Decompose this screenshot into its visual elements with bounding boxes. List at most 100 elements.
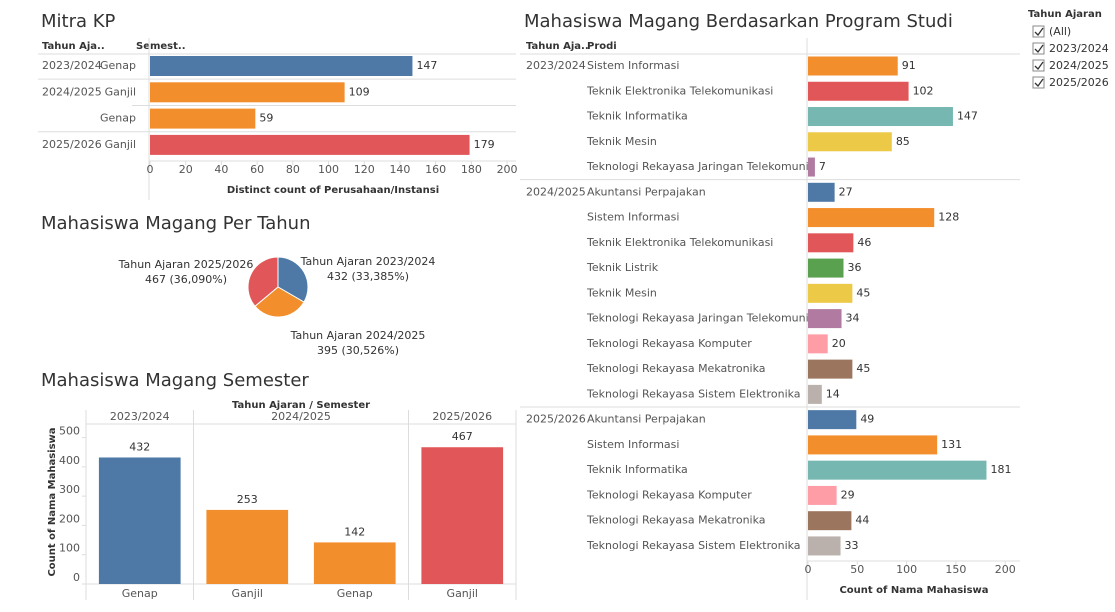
group-label: 2023/2024 <box>110 410 170 423</box>
bar <box>808 233 854 253</box>
x-axis-label: Count of Nama Mahasiswa <box>839 585 988 596</box>
category-label: Genap <box>100 112 136 125</box>
slice-value: 395 (30,526%) <box>317 344 399 357</box>
x-axis-label: Distinct count of Perusahaan/Instansi <box>227 185 439 196</box>
group-label: 2025/2026 <box>42 138 102 151</box>
bar <box>150 82 345 103</box>
chart-title: Mahasiswa Magang Per Tahun <box>41 213 310 234</box>
value-label: 131 <box>941 438 962 451</box>
bar <box>808 511 852 531</box>
value-label: 44 <box>855 514 869 527</box>
column-header: Tahun Ajaran / Semester <box>232 400 370 411</box>
bar <box>313 542 396 584</box>
value-label: 128 <box>938 211 959 224</box>
x-tick-label: 80 <box>286 163 300 176</box>
category-label: Ganjil <box>105 138 136 151</box>
category-label: Teknik Elektronika Telekomunikasi <box>586 84 773 97</box>
bar <box>808 460 987 480</box>
x-tick-label: Genap <box>337 587 373 600</box>
checkbox[interactable] <box>1032 59 1045 72</box>
y-tick-label: 500 <box>59 425 80 438</box>
slice-label: Tahun Ajaran 2025/2026 <box>118 258 254 271</box>
checkmark <box>1034 78 1044 88</box>
value-label: 147 <box>416 59 437 72</box>
column-header: Tahun Aja.. <box>526 41 589 52</box>
value-label: 7 <box>819 160 826 173</box>
category-label: Sistem Informasi <box>587 211 679 224</box>
x-tick-label: 140 <box>389 163 410 176</box>
bar <box>808 536 841 556</box>
y-tick-label: 200 <box>59 512 80 525</box>
checkmark <box>1034 44 1044 54</box>
filter-item[interactable]: (All) <box>1049 25 1071 38</box>
category-label: Teknologi Rekayasa Jaringan Telekomuni.. <box>586 312 816 325</box>
slice-label: Tahun Ajaran 2023/2024 <box>300 255 436 268</box>
checkmark <box>1034 27 1044 37</box>
category-label: Ganjil <box>105 85 136 98</box>
bar <box>808 208 935 228</box>
x-tick-label: 200 <box>497 163 518 176</box>
value-label: 85 <box>896 135 910 148</box>
value-label: 59 <box>259 112 273 125</box>
x-tick-label: 100 <box>318 163 339 176</box>
value-label: 45 <box>856 286 870 299</box>
category-label: Teknologi Rekayasa Sistem Elektronika <box>586 387 801 400</box>
y-tick-label: 100 <box>59 542 80 555</box>
x-tick-label: 160 <box>425 163 446 176</box>
chart-title: Mitra KP <box>41 11 116 32</box>
x-tick-label: 200 <box>995 563 1016 576</box>
x-tick-label: 0 <box>147 163 154 176</box>
x-tick-label: 100 <box>896 563 917 576</box>
bar <box>808 309 842 329</box>
checkbox[interactable] <box>1032 76 1045 89</box>
filter-item[interactable]: 2023/2024 <box>1049 42 1109 55</box>
group-label: 2024/2025 <box>42 85 102 98</box>
bar <box>98 457 181 584</box>
column-header: Tahun Aja.. <box>42 41 105 52</box>
value-label: 432 <box>129 440 150 453</box>
bar <box>808 359 853 379</box>
category-label: Teknik Mesin <box>586 286 657 299</box>
bar <box>808 334 828 354</box>
bar <box>808 410 857 430</box>
value-label: 147 <box>957 110 978 123</box>
bar <box>808 435 938 455</box>
filter-item[interactable]: 2024/2025 <box>1049 59 1109 72</box>
bar <box>206 509 289 584</box>
chart-title: Mahasiswa Magang Semester <box>41 370 309 391</box>
x-tick-label: 60 <box>250 163 264 176</box>
y-tick-label: 300 <box>59 483 80 496</box>
value-label: 33 <box>845 539 859 552</box>
category-label: Teknologi Rekayasa Mekatronika <box>586 514 766 527</box>
value-label: 14 <box>826 387 840 400</box>
value-label: 91 <box>902 59 916 72</box>
checkmark <box>1034 61 1044 71</box>
slice-value: 432 (33,385%) <box>327 270 409 283</box>
x-tick-label: Ganjil <box>447 587 478 600</box>
value-label: 27 <box>839 185 853 198</box>
group-label: 2023/2024 <box>526 59 586 72</box>
filter-item[interactable]: 2025/2026 <box>1049 76 1109 89</box>
category-label: Teknologi Rekayasa Komputer <box>586 488 752 501</box>
slice-value: 467 (36,090%) <box>145 273 227 286</box>
x-tick-label: 50 <box>850 563 864 576</box>
x-tick-label: 40 <box>214 163 228 176</box>
bar <box>808 182 835 202</box>
value-label: 20 <box>832 337 846 350</box>
category-label: Sistem Informasi <box>587 59 679 72</box>
x-tick-label: Genap <box>122 587 158 600</box>
value-label: 49 <box>860 413 874 426</box>
value-label: 142 <box>344 525 365 538</box>
category-label: Teknologi Rekayasa Mekatronika <box>586 362 766 375</box>
bar <box>808 81 909 101</box>
group-label: 2025/2026 <box>432 410 492 423</box>
bar <box>808 283 853 303</box>
checkbox[interactable] <box>1032 25 1045 38</box>
group-label: 2024/2025 <box>526 185 586 198</box>
group-label: 2023/2024 <box>42 59 102 72</box>
bar <box>808 132 892 152</box>
value-label: 36 <box>847 261 861 274</box>
checkbox[interactable] <box>1032 42 1045 55</box>
category-label: Teknik Informatika <box>586 110 688 123</box>
